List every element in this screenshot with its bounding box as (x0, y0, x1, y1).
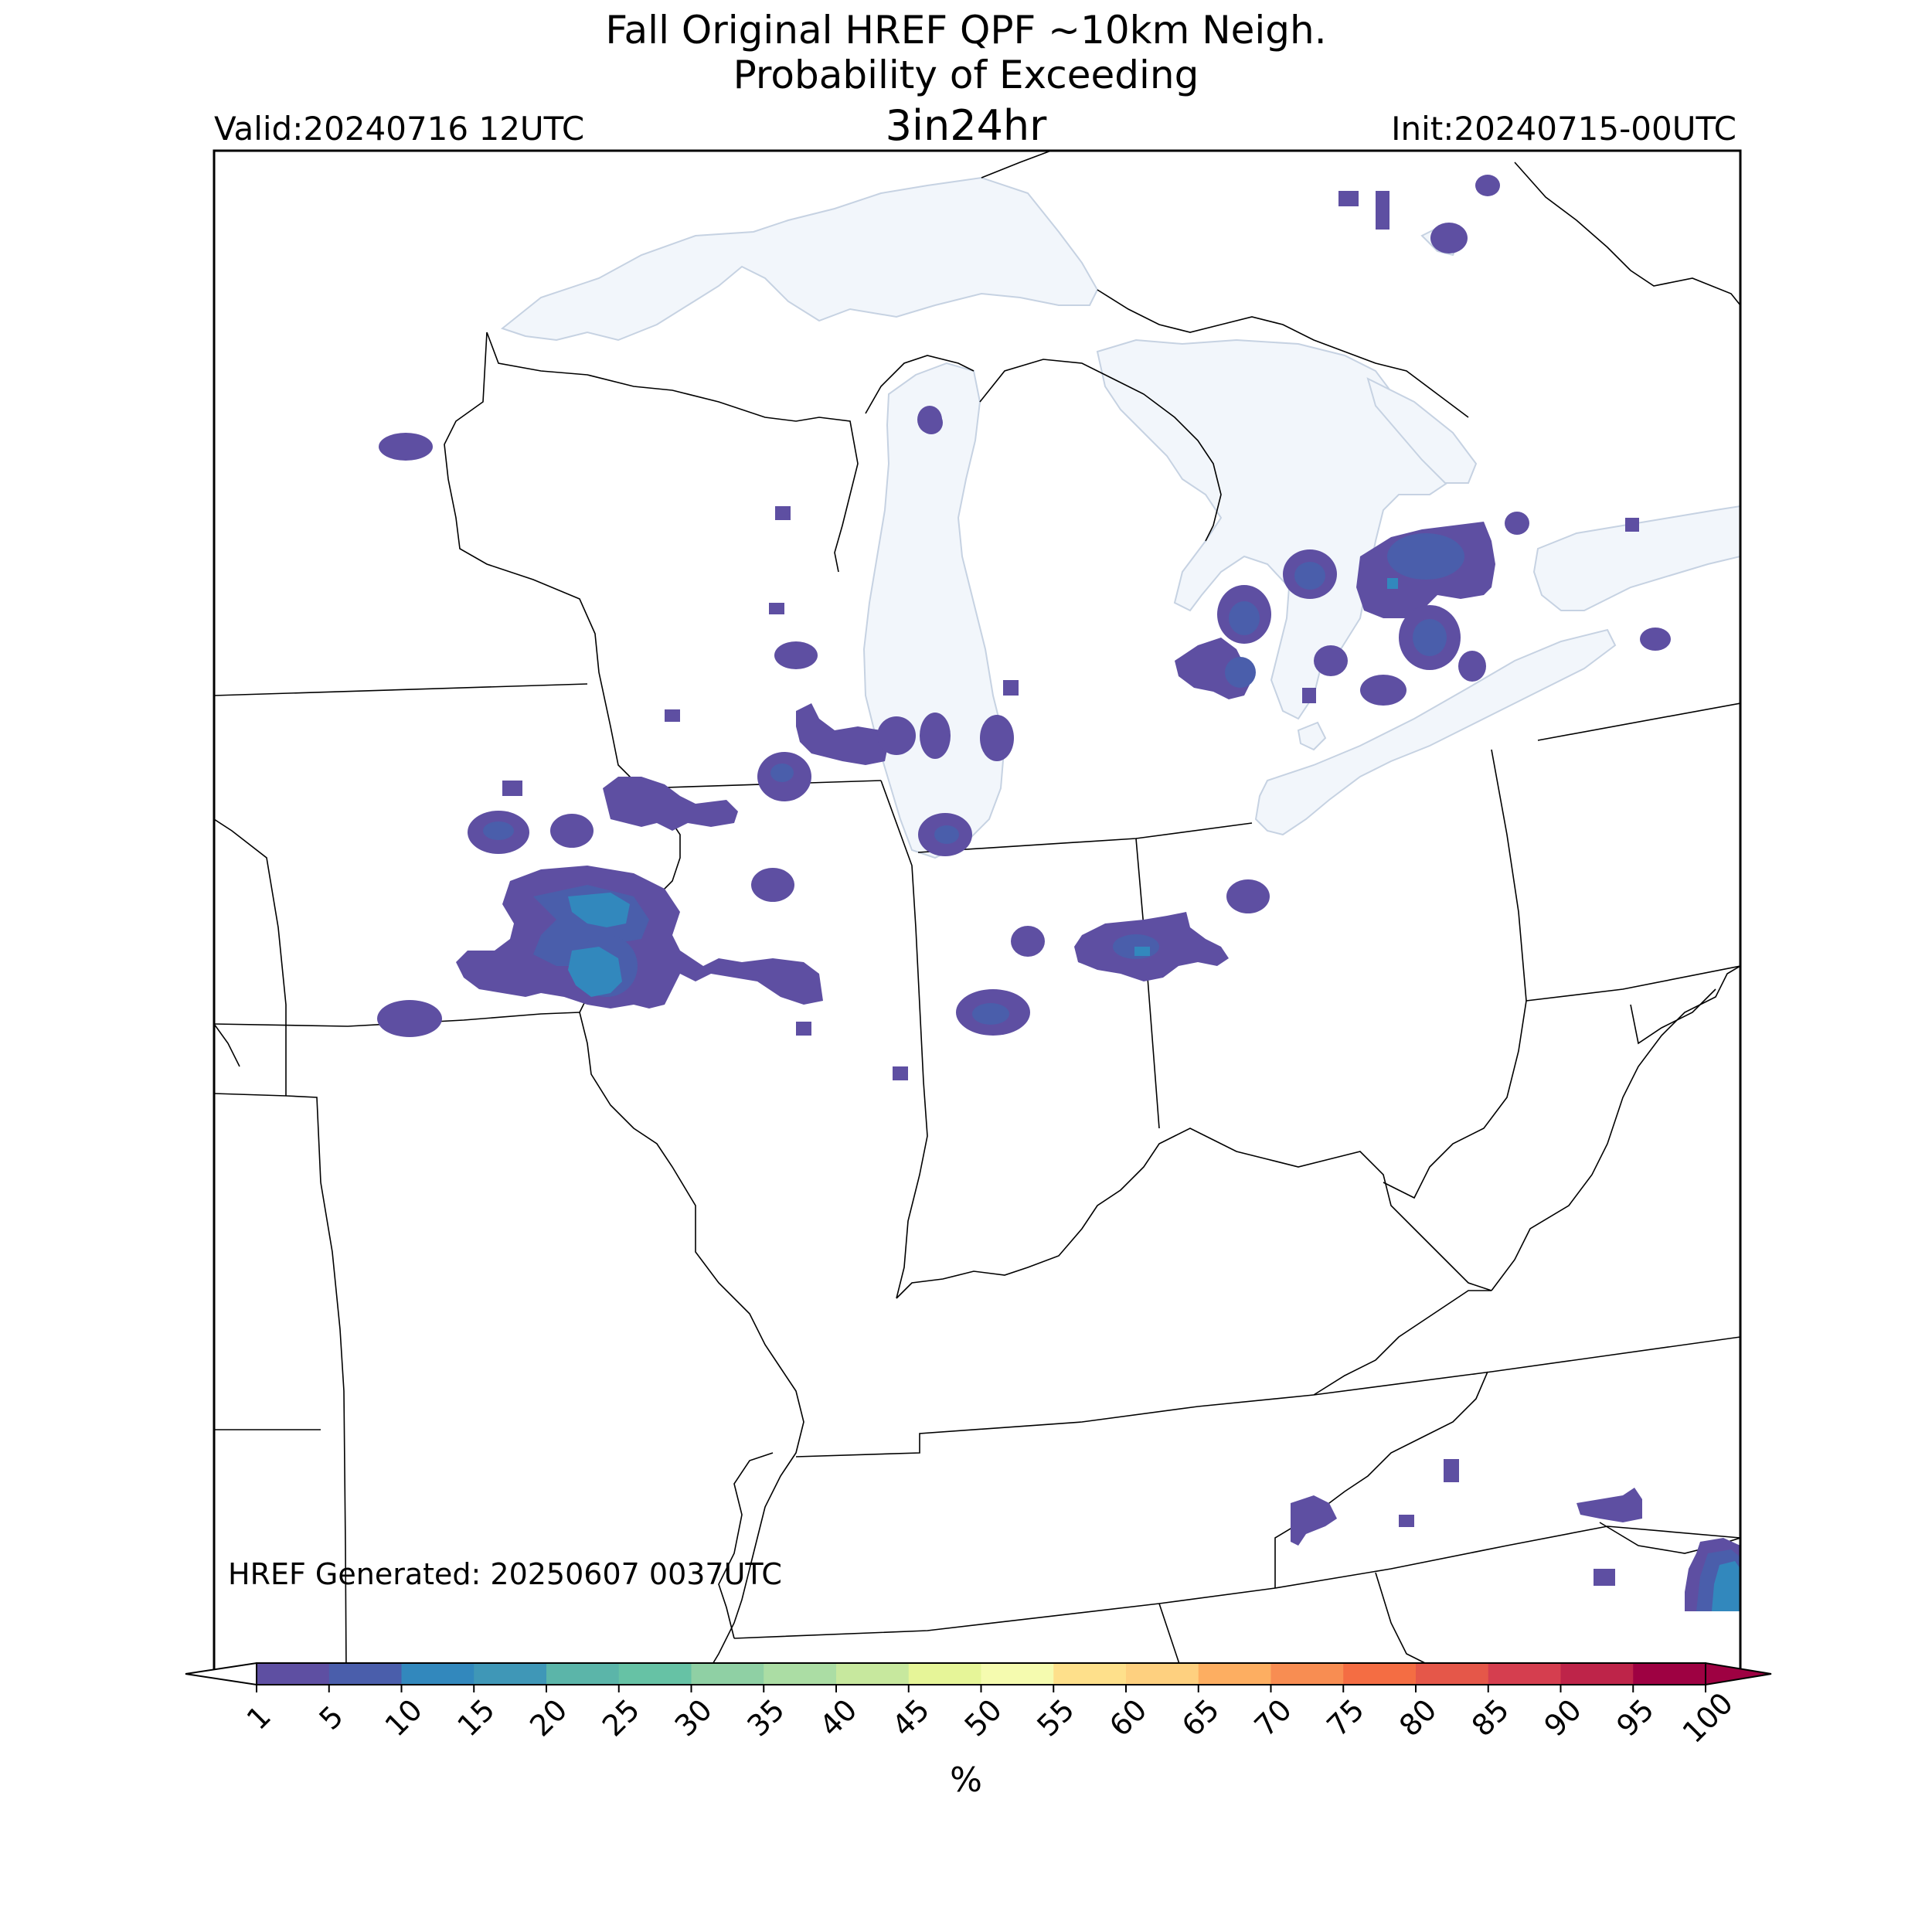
threshold-label: 3in24hr (885, 101, 1047, 150)
colorbar-tick-label: 65 (1175, 1692, 1226, 1743)
colorbar-tick-label: 45 (886, 1692, 936, 1743)
colorbar-tick-label: 20 (523, 1692, 573, 1743)
border-michigan-up (865, 355, 975, 414)
border-tennessee-south (733, 1526, 1740, 1639)
colorbar-tick-label: 25 (596, 1692, 646, 1743)
colorbar-segment (474, 1663, 547, 1685)
colorbar-segment (618, 1663, 692, 1685)
border-arkansas-tn (718, 1452, 774, 1639)
colorbar-segment (1560, 1663, 1634, 1685)
colorbar-segment (1416, 1663, 1489, 1685)
colorbar-tick-label: 60 (1103, 1692, 1153, 1743)
colorbar-segment (836, 1663, 910, 1685)
border-illinois-indiana (880, 780, 928, 1299)
border-iowa-minnesota (214, 683, 588, 696)
colorbar-segment (981, 1663, 1054, 1685)
border-pennsylvania-south (1526, 965, 1740, 1002)
border-missouri-west (214, 1093, 321, 1183)
border-ohio-river (896, 1128, 1492, 1299)
colorbar-tick-label: 95 (1610, 1692, 1660, 1743)
border-iowa-west (214, 1023, 240, 1067)
border-ontario-quebec (1514, 162, 1740, 306)
colorbar-segment (908, 1663, 981, 1685)
colorbar-tick-label: 1 (240, 1699, 277, 1736)
probability-field (377, 175, 1740, 1611)
colorbar-tick-label: 30 (668, 1692, 719, 1743)
colorbar-segment (1343, 1663, 1417, 1685)
colorbar-segment (401, 1663, 474, 1685)
prob-level-5 (483, 533, 1740, 1611)
colorbar-tick-label: 15 (451, 1692, 501, 1743)
lake-ontario (1532, 505, 1740, 611)
colorbar-tick-label: 70 (1248, 1692, 1298, 1743)
border-nc-sc (1158, 1603, 1183, 1673)
border-pennsylvania-north (1537, 702, 1740, 741)
border-missouri-arkansas (320, 1182, 347, 1673)
map-title: Fall Original HREF QPF ~10km Neigh. (605, 8, 1327, 53)
colorbar-tick-label: 75 (1320, 1692, 1370, 1743)
border-kansas-missouri (214, 818, 287, 1096)
colorbar-segment (1270, 1663, 1344, 1685)
border-kentucky-virginia (1313, 1290, 1492, 1396)
colorbar-segment (1126, 1663, 1199, 1685)
colorbar-segment (1053, 1663, 1127, 1685)
border-ontario-michigan-north (981, 151, 1052, 179)
border-wisconsin-west (444, 332, 642, 789)
lake-superior (500, 176, 1099, 342)
colorbar-segment (257, 1663, 330, 1685)
prob-level-10 (568, 578, 1740, 1611)
border-west-virginia (1491, 965, 1740, 1291)
colorbar-segment (691, 1663, 764, 1685)
colorbar-tick-label: 35 (740, 1692, 791, 1743)
border-wisconsin-north (486, 332, 859, 573)
colorbar-segment (1488, 1663, 1561, 1685)
boundaries (214, 151, 1740, 1673)
colorbar-segment (764, 1663, 837, 1685)
valid-time: Valid:20240716 12UTC (214, 110, 585, 148)
colorbar-tick-label: 90 (1538, 1692, 1588, 1743)
lake-st-clair (1297, 721, 1327, 751)
colorbar-segment (1633, 1663, 1706, 1685)
border-michigan-lp (979, 359, 1222, 542)
map-subtitle: Probability of Exceeding (733, 53, 1199, 97)
colorbar-tick-label: 100 (1676, 1686, 1740, 1750)
colorbar-tick-label: 5 (312, 1699, 349, 1736)
colorbar-under-extension (185, 1662, 257, 1686)
colorbar-segment (1198, 1663, 1271, 1685)
border-west-virginia-east (1630, 988, 1716, 1045)
colorbar-tick-label: 85 (1465, 1692, 1515, 1743)
lake-erie (1254, 628, 1617, 836)
colorbar-unit-label: % (950, 1760, 982, 1800)
border-kentucky-tennessee (795, 1336, 1740, 1458)
border-up-east (1097, 289, 1469, 418)
georgian-bay (1366, 377, 1478, 484)
colorbar-tick-label: 40 (813, 1692, 863, 1743)
colorbar-segment (328, 1663, 402, 1685)
colorbar-segment (546, 1663, 620, 1685)
border-iowa-missouri (214, 1012, 580, 1027)
colorbar-tick-label: 80 (1393, 1692, 1443, 1743)
border-ohio-wv (1383, 1000, 1527, 1199)
colorbar-over-extension (1705, 1662, 1772, 1686)
border-tn-nc (1375, 1572, 1438, 1670)
colorbar-tick-label: 55 (1030, 1692, 1080, 1743)
init-time: Init:20240715-00UTC (1391, 110, 1736, 148)
colorbar-tick-label: 10 (379, 1692, 429, 1743)
colorbar-tick-label: 50 (958, 1692, 1009, 1743)
border-ohio-pennsylvania (1491, 749, 1527, 1002)
generated-timestamp: HREF Generated: 20250607 0037UTC (228, 1557, 782, 1591)
